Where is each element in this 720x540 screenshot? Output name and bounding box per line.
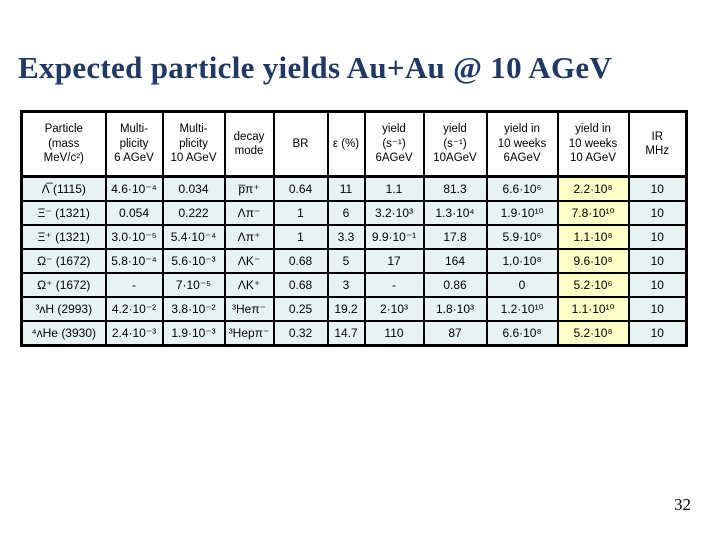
cell-yield-10weeks-6: 1.0·10⁸ [485, 248, 559, 274]
cell-ir: 10 [627, 200, 688, 226]
cell-br: 0.64 [272, 175, 329, 202]
table-row-xi-minus: Ξ⁻ (1321) 0.054 0.222 Λπ⁻ 1 6 3.2·10³ 1.… [20, 200, 688, 226]
cell-particle: Λ̅ (1115) [20, 175, 107, 202]
cell-br: 0.32 [272, 320, 329, 347]
cell-multiplicity-6: 0.054 [104, 200, 164, 226]
cell-multiplicity-10: 7·10⁻⁵ [161, 272, 226, 298]
cell-multiplicity-6: 4.2·10⁻² [104, 296, 164, 322]
cell-yield-10weeks-6: 1.2·10¹⁰ [485, 296, 559, 322]
cell-yield-10weeks-6: 5.9·10⁶ [485, 224, 559, 250]
cell-multiplicity-6: 4.6·10⁻⁴ [104, 175, 164, 202]
header-ir-mhz: IR MHz [627, 110, 688, 178]
cell-yield-10weeks-10: 1.1·10⁸ [556, 224, 630, 250]
cell-multiplicity-10: 3.8·10⁻² [161, 296, 226, 322]
cell-decay-mode: ³Hepπ⁻ [223, 320, 275, 347]
header-decay-mode: decay mode [223, 110, 275, 178]
cell-yield-rate-10: 87 [422, 320, 488, 347]
cell-yield-10weeks-6: 6.6·10⁶ [485, 175, 559, 202]
cell-multiplicity-10: 1.9·10⁻³ [161, 320, 226, 347]
cell-yield-10weeks-6: 0 [485, 272, 559, 298]
header-efficiency: ε (%) [326, 110, 366, 178]
cell-br: 1 [272, 200, 329, 226]
cell-ir: 10 [627, 320, 688, 347]
cell-ir: 10 [627, 272, 688, 298]
header-multiplicity-6agev: Multi- plicity 6 AGeV [104, 110, 164, 178]
cell-yield-rate-10: 0.86 [422, 272, 488, 298]
cell-yield-rate-6: 17 [363, 248, 425, 274]
table-row-hyperhelium4: ⁴ᴧHe (3930) 2.4·10⁻³ 1.9·10⁻³ ³Hepπ⁻ 0.3… [20, 320, 688, 347]
cell-br: 0.68 [272, 272, 329, 298]
cell-multiplicity-10: 0.222 [161, 200, 226, 226]
cell-particle: ⁴ᴧHe (3930) [20, 320, 107, 347]
particle-yields-table: Particle (mass MeV/c²) Multi- plicity 6 … [20, 110, 688, 347]
header-particle: Particle (mass MeV/c²) [20, 110, 107, 178]
cell-yield-10weeks-6: 1.9·10¹⁰ [485, 200, 559, 226]
cell-ir: 10 [627, 296, 688, 322]
cell-yield-rate-10: 1.3·10⁴ [422, 200, 488, 226]
header-yield-rate-6agev: yield (s⁻¹) 6AGeV [363, 110, 425, 178]
cell-yield-rate-10: 1.8·10³ [422, 296, 488, 322]
cell-efficiency: 11 [326, 175, 366, 202]
cell-ir: 10 [627, 224, 688, 250]
cell-br: 0.68 [272, 248, 329, 274]
header-yield-10weeks-10agev: yield in 10 weeks 10 AGeV [556, 110, 630, 178]
header-yield-10weeks-6agev: yield in 10 weeks 6AGeV [485, 110, 559, 178]
cell-yield-rate-6: 2·10³ [363, 296, 425, 322]
cell-multiplicity-6: - [104, 272, 164, 298]
cell-yield-10weeks-10: 7.8·10¹⁰ [556, 200, 630, 226]
table-header-row: Particle (mass MeV/c²) Multi- plicity 6 … [20, 110, 688, 178]
cell-decay-mode: ΛK⁺ [223, 272, 275, 298]
cell-yield-rate-10: 164 [422, 248, 488, 274]
cell-decay-mode: Λπ⁺ [223, 224, 275, 250]
cell-yield-rate-6: 3.2·10³ [363, 200, 425, 226]
cell-multiplicity-6: 3.0·10⁻⁵ [104, 224, 164, 250]
cell-multiplicity-10: 5.6·10⁻³ [161, 248, 226, 274]
cell-yield-rate-10: 17.8 [422, 224, 488, 250]
header-multiplicity-10agev: Multi- plicity 10 AGeV [161, 110, 226, 178]
cell-multiplicity-6: 5.8·10⁻⁴ [104, 248, 164, 274]
cell-yield-10weeks-10: 1.1·10¹⁰ [556, 296, 630, 322]
cell-yield-10weeks-10: 9.6·10⁸ [556, 248, 630, 274]
table-row-omega-plus: Ω⁺ (1672) - 7·10⁻⁵ ΛK⁺ 0.68 3 - 0.86 0 5… [20, 272, 688, 298]
cell-ir: 10 [627, 175, 688, 202]
cell-multiplicity-10: 0.034 [161, 175, 226, 202]
cell-particle: Ξ⁻ (1321) [20, 200, 107, 226]
cell-yield-rate-6: 110 [363, 320, 425, 347]
table-row-antilambda: Λ̅ (1115) 4.6·10⁻⁴ 0.034 p̅π⁺ 0.64 11 1.… [20, 175, 688, 202]
cell-efficiency: 19.2 [326, 296, 366, 322]
slide-title: Expected particle yields Au+Au @ 10 AGeV [18, 50, 613, 85]
page-number: 32 [674, 495, 691, 514]
cell-efficiency: 6 [326, 200, 366, 226]
table-row-xi-plus: Ξ⁺ (1321) 3.0·10⁻⁵ 5.4·10⁻⁴ Λπ⁺ 1 3.3 9.… [20, 224, 688, 250]
cell-particle: Ξ⁺ (1321) [20, 224, 107, 250]
cell-br: 1 [272, 224, 329, 250]
cell-decay-mode: Λπ⁻ [223, 200, 275, 226]
header-yield-rate-10agev: yield (s⁻¹) 10AGeV [422, 110, 488, 178]
cell-multiplicity-10: 5.4·10⁻⁴ [161, 224, 226, 250]
cell-yield-rate-6: 1.1 [363, 175, 425, 202]
cell-yield-rate-6: 9.9·10⁻¹ [363, 224, 425, 250]
table-row-hypertriton: ³ᴧH (2993) 4.2·10⁻² 3.8·10⁻² ³Heπ⁻ 0.25 … [20, 296, 688, 322]
cell-efficiency: 3.3 [326, 224, 366, 250]
table-row-omega-minus: Ω⁻ (1672) 5.8·10⁻⁴ 5.6·10⁻³ ΛK⁻ 0.68 5 1… [20, 248, 688, 274]
header-br: BR [272, 110, 329, 178]
cell-particle: Ω⁺ (1672) [20, 272, 107, 298]
cell-decay-mode: ΛK⁻ [223, 248, 275, 274]
cell-yield-10weeks-10: 5.2·10⁶ [556, 272, 630, 298]
cell-yield-rate-6: - [363, 272, 425, 298]
cell-ir: 10 [627, 248, 688, 274]
cell-br: 0.25 [272, 296, 329, 322]
cell-efficiency: 5 [326, 248, 366, 274]
cell-yield-10weeks-10: 2.2·10⁸ [556, 175, 630, 202]
cell-decay-mode: ³Heπ⁻ [223, 296, 275, 322]
cell-yield-10weeks-10: 5.2·10⁸ [556, 320, 630, 347]
cell-efficiency: 14.7 [326, 320, 366, 347]
cell-efficiency: 3 [326, 272, 366, 298]
cell-yield-10weeks-6: 6.6·10⁸ [485, 320, 559, 347]
cell-particle: ³ᴧH (2993) [20, 296, 107, 322]
cell-decay-mode: p̅π⁺ [223, 175, 275, 202]
cell-yield-rate-10: 81.3 [422, 175, 488, 202]
cell-particle: Ω⁻ (1672) [20, 248, 107, 274]
cell-multiplicity-6: 2.4·10⁻³ [104, 320, 164, 347]
